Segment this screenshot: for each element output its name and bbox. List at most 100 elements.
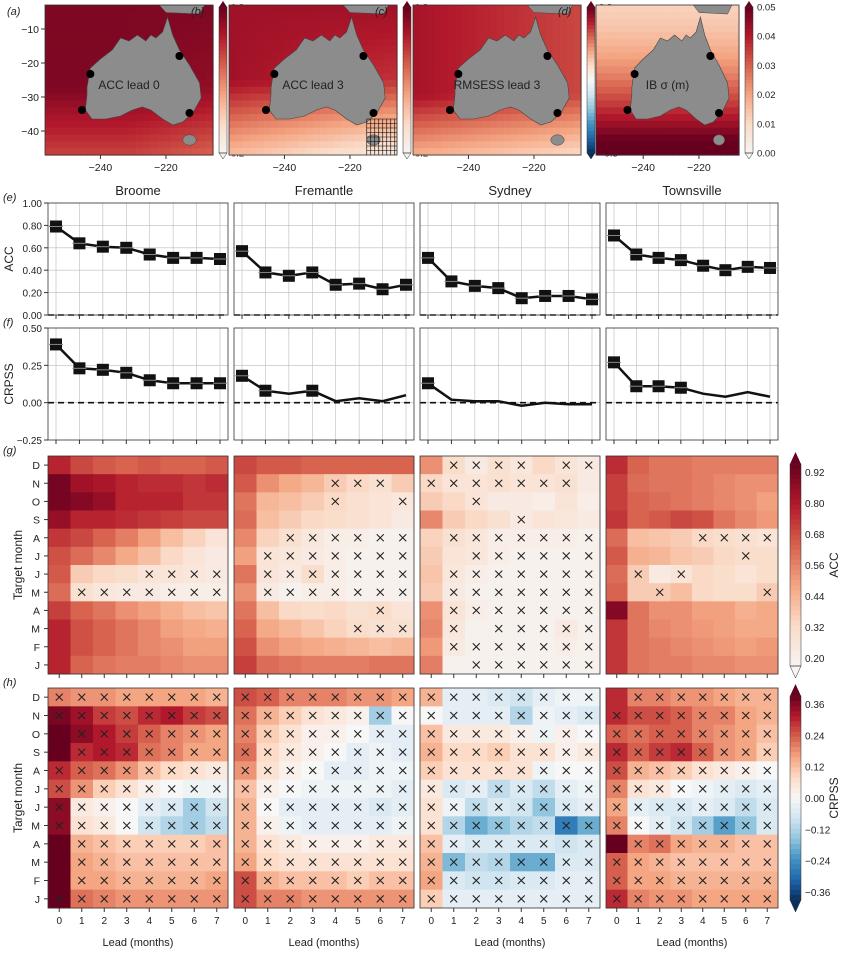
map-cell [727,66,734,74]
y-tick-label: J [35,894,40,906]
map-cell [596,66,603,74]
map-cell [574,134,582,142]
colorbar-cell [790,833,801,840]
y-tick-label: −0.25 [17,436,43,447]
significance-cross [741,729,750,738]
map-cell [59,134,67,142]
map-cell [685,134,692,142]
x-tick-label: 3 [310,916,316,927]
map-cell [721,25,728,33]
significance-cross [472,497,481,506]
map-cell [667,11,675,20]
map-cell [727,11,734,20]
significance-cross [517,570,526,578]
map-cell [199,127,207,136]
map-cell [206,45,214,54]
significance-cross [398,876,407,885]
map-cell [596,141,603,149]
map-cell [685,5,692,13]
map-cell [427,66,435,74]
map-cell [390,141,398,149]
y-tick-label: J [35,784,40,796]
heatmap-cell [670,601,693,620]
map-cell [206,93,214,102]
significance-cross [55,711,64,720]
map-cell [619,100,627,108]
map-cell [673,127,681,136]
map-cell [52,73,60,81]
map-cell [721,141,728,149]
significance-cross [449,533,458,542]
map-cell [649,32,657,40]
colorbar-cell [790,640,801,647]
colorbar-cell [790,767,801,773]
map-cell [673,134,681,142]
map-cell [596,5,603,13]
significance-cross [286,711,295,720]
map-cell [560,11,568,20]
map-cell [643,120,651,129]
map-cell [673,32,681,40]
map-cell [420,127,428,136]
significance-cross [741,748,750,757]
map-cell [59,120,67,129]
map-cell [80,120,88,129]
significance-cross [584,803,593,812]
map-cell [80,32,88,40]
map-cell [455,52,463,61]
y-tick-label: M [31,857,40,869]
heatmap-cell [606,637,628,657]
significance-cross [398,766,407,775]
map-cell [601,100,609,108]
map-cell [560,18,568,27]
map-cell [185,114,193,122]
map-cell [327,32,335,40]
significance-cross [720,748,729,757]
significance-cross [763,784,772,793]
map-cell [257,18,265,27]
heatmap-cell [670,528,693,548]
map-cell [560,148,568,156]
map-cell [313,18,321,27]
significance-cross [494,693,503,702]
colorbar-cell [219,36,227,41]
map-cell [192,45,200,54]
significance-cross [167,894,176,903]
map-cell [250,93,258,102]
map-cell [574,100,582,108]
significance-cross [494,784,503,793]
map-cell [73,93,81,102]
map-cell [441,80,449,88]
map-cell [243,59,251,67]
map-cell [601,18,609,27]
map-cell [122,120,130,129]
map-cell [619,52,627,61]
map-cell [574,32,582,40]
heatmap-cell [70,637,94,657]
x-tick-label: −240 [457,162,481,174]
map-cell [66,25,74,33]
significance-cross [122,711,131,720]
map-cell [567,39,575,47]
map-cell [327,107,335,115]
significance-cross [427,729,436,738]
map-cell [727,5,734,13]
significance-cross [449,711,458,720]
map-cell [271,25,279,33]
significance-cross [263,784,272,793]
map-cell [518,18,526,27]
significance-cross [584,894,593,903]
colorbar-cell [790,716,801,722]
map-cell [497,32,505,40]
map-cell [601,80,609,88]
colorbar-cell [745,145,753,150]
map-cell [490,5,498,13]
y-tick-label: 0.25 [23,361,43,372]
significance-cross [584,858,593,867]
colorbar-cell [587,94,595,99]
map-cell [619,120,627,129]
map-cell [413,45,421,54]
colorbar-extend [790,684,801,696]
map-panel-4: IB σ (m)−240 −2200.050.040.030.020.010.00… [558,1,776,174]
map-cell [52,25,60,33]
